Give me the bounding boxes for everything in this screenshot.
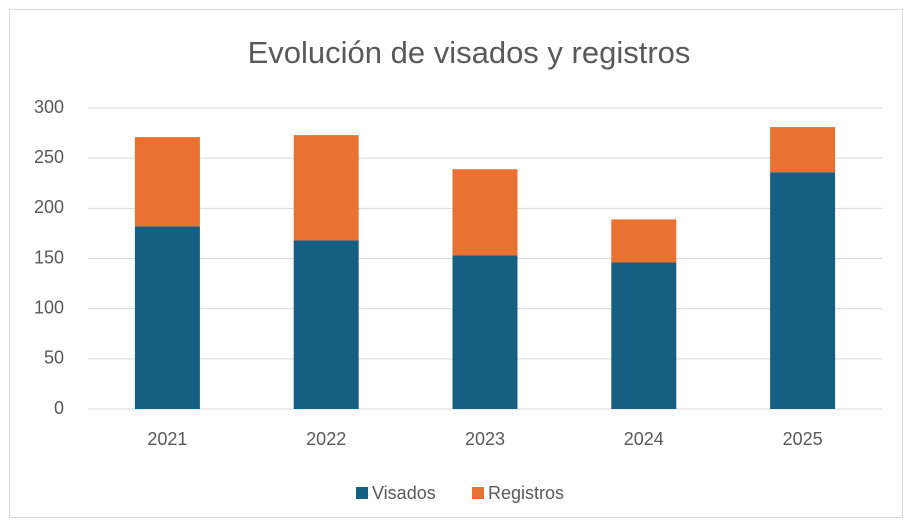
bar-segment: [770, 127, 836, 173]
y-tick-label: 150: [34, 247, 64, 267]
x-tick-label: 2024: [624, 429, 664, 449]
chart-title: Evolución de visados y registros: [248, 35, 691, 70]
x-tick-label: 2021: [147, 429, 187, 449]
bar-segment: [611, 262, 677, 409]
y-tick-label: 50: [44, 348, 64, 368]
bar-segment: [452, 169, 518, 256]
y-tick-label: 300: [34, 97, 64, 117]
bar-segment: [293, 240, 359, 409]
bar-segment: [452, 255, 518, 409]
bar-segment: [134, 226, 200, 409]
legend-label: Visados: [372, 483, 436, 503]
legend-swatch: [356, 487, 368, 499]
legend-swatch: [472, 487, 484, 499]
y-tick-label: 100: [34, 297, 64, 317]
y-tick-label: 250: [34, 147, 64, 167]
bar-segment: [770, 172, 836, 409]
legend-label: Registros: [488, 483, 564, 503]
x-tick-label: 2025: [783, 429, 823, 449]
x-tick-label: 2022: [306, 429, 346, 449]
y-tick-label: 200: [34, 197, 64, 217]
bar-segment: [611, 219, 677, 263]
x-tick-label: 2023: [465, 429, 505, 449]
bar-segment: [134, 137, 200, 227]
bar-segment: [293, 135, 359, 241]
y-tick-label: 0: [54, 398, 64, 418]
